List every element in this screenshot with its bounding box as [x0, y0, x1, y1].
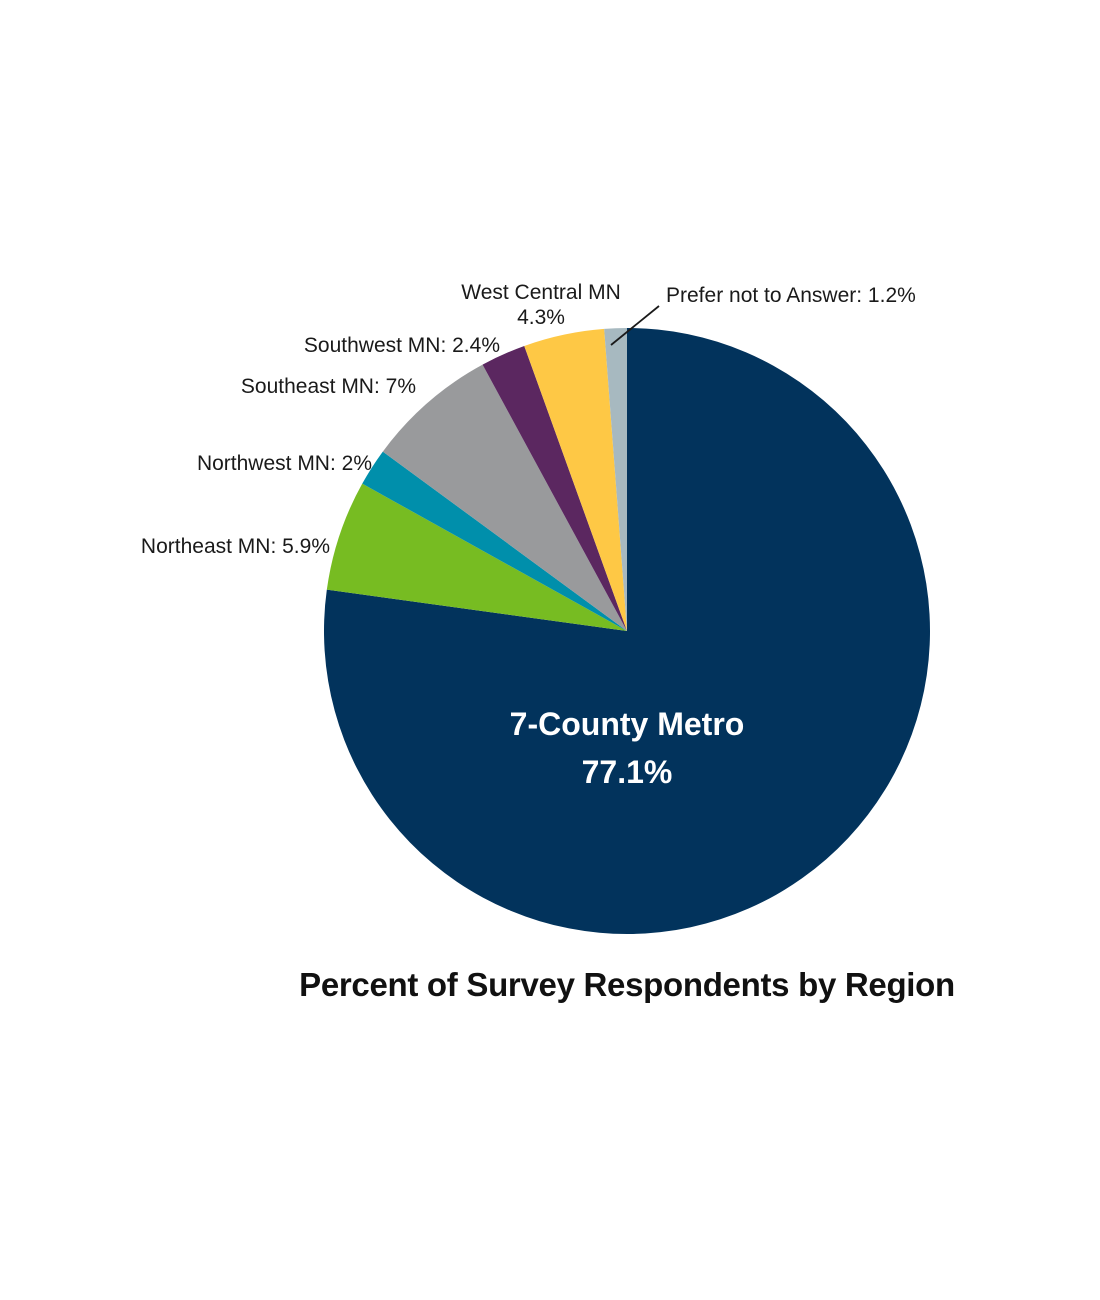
pie-slice-7-county-metro	[324, 328, 930, 935]
leader-line-prefer-not-to-answer	[610, 305, 660, 346]
pie-slice-southwest-mn	[482, 345, 627, 631]
slice-labels: 7-County Metro 77.1% Northeast MN: 5.9% Nor…	[141, 281, 916, 790]
slice-label-prefer-not-to-answer: Prefer not to Answer: 1.2%	[666, 284, 916, 307]
pie-slice-northwest-mn	[362, 451, 627, 631]
slice-label-line: Northeast MN: 5.9%	[141, 535, 330, 558]
slice-label-line: 4.3%	[517, 306, 565, 329]
pie-slice-southeast-mn	[382, 364, 627, 631]
slice-label-west-central-mn: West Central MN 4.3%	[461, 281, 620, 329]
pie-slice-west-central-mn	[524, 328, 627, 631]
slice-label-southwest-mn: Southwest MN: 2.4%	[304, 334, 500, 357]
chart-title: Percent of Survey Respondents by Region	[299, 966, 955, 1003]
slice-label-line: 77.1%	[582, 754, 673, 790]
slice-label-southeast-mn: Southeast MN: 7%	[241, 375, 416, 398]
pie-slice-prefer-not-to-answer	[604, 328, 627, 631]
slice-label-line: 7-County Metro	[510, 706, 745, 742]
pie-slice-northeast-mn	[326, 483, 627, 631]
slice-label-line: Northwest MN: 2%	[197, 452, 372, 475]
slice-label-line: Southwest MN: 2.4%	[304, 334, 500, 357]
slice-label-7-county-metro: 7-County Metro 77.1%	[510, 706, 745, 790]
slice-label-line: West Central MN	[461, 281, 620, 304]
slice-label-line: Southeast MN: 7%	[241, 375, 416, 398]
slice-label-line: Prefer not to Answer: 1.2%	[666, 284, 916, 307]
slice-label-northwest-mn: Northwest MN: 2%	[197, 452, 372, 475]
slices	[324, 328, 930, 935]
slice-label-northeast-mn: Northeast MN: 5.9%	[141, 535, 330, 558]
